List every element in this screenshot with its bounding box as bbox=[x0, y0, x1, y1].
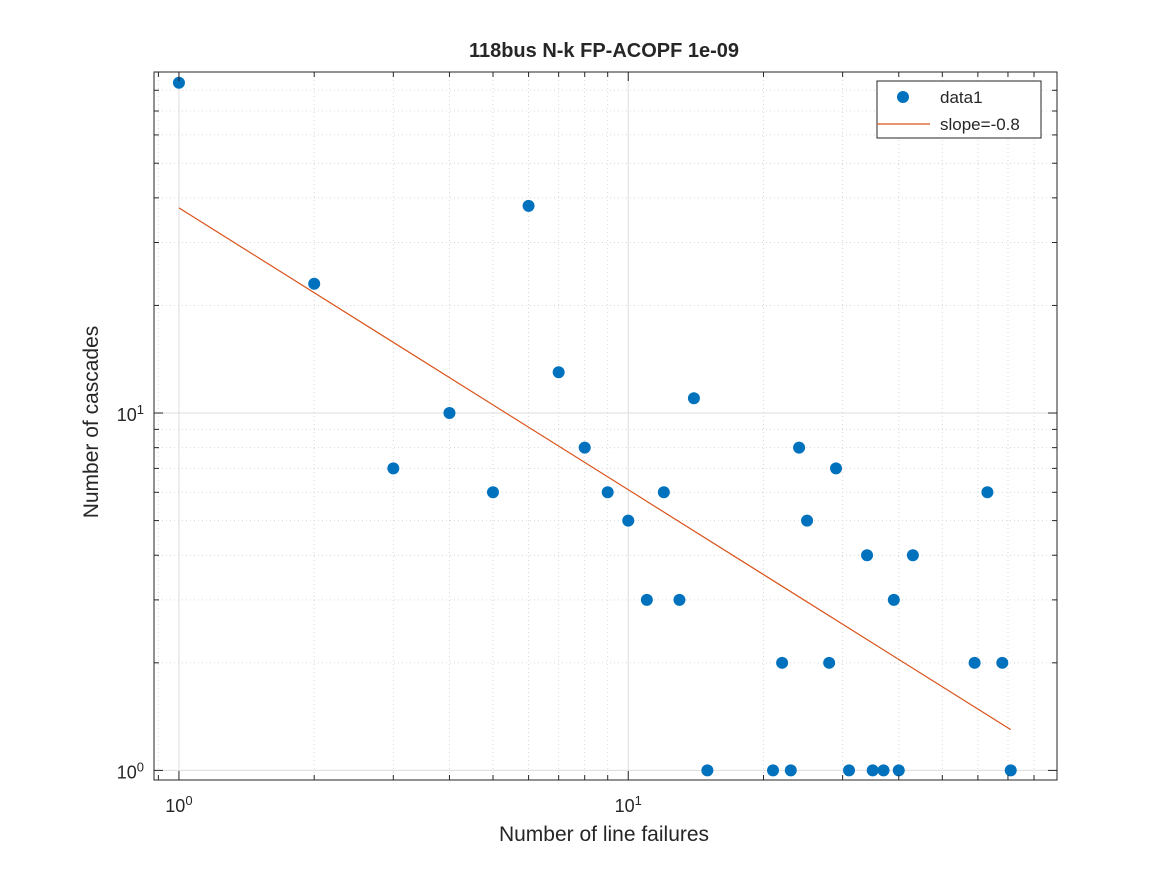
legend-label-data1: data1 bbox=[940, 88, 983, 107]
y-tick-labels: 100 101 bbox=[117, 402, 144, 783]
legend: data1 slope=-0.8 bbox=[876, 80, 1042, 139]
data-point-21 bbox=[830, 462, 843, 475]
data-point-25 bbox=[877, 764, 890, 777]
data-point-29 bbox=[968, 656, 981, 669]
data-point-9 bbox=[622, 514, 635, 527]
data-point-28 bbox=[906, 549, 919, 562]
x-axis-label: Number of line failures bbox=[499, 823, 709, 846]
data-point-5 bbox=[522, 199, 535, 212]
data-point-8 bbox=[601, 486, 614, 499]
data-point-7 bbox=[578, 441, 591, 454]
data-point-14 bbox=[701, 764, 714, 777]
y-tick-label-1: 101 bbox=[117, 402, 144, 426]
x-tick-label-1: 101 bbox=[615, 793, 642, 817]
x-tick-labels: 100 101 bbox=[165, 793, 642, 817]
data-point-22 bbox=[843, 764, 856, 777]
data-point-23 bbox=[861, 549, 874, 562]
data-point-13 bbox=[687, 392, 700, 405]
data-point-16 bbox=[776, 656, 789, 669]
major-grid bbox=[154, 72, 1057, 780]
y-axis-label: Number of cascades bbox=[80, 326, 103, 519]
data-point-31 bbox=[996, 656, 1009, 669]
chart-title: 118bus N-k FP-ACOPF 1e-09 bbox=[469, 40, 739, 62]
axes-box bbox=[153, 71, 1058, 781]
legend-label-slope: slope=-0.8 bbox=[940, 115, 1020, 134]
data-point-1 bbox=[308, 277, 321, 290]
data-point-18 bbox=[793, 441, 806, 454]
plot-area bbox=[154, 72, 1057, 780]
tick-marks bbox=[154, 71, 1058, 780]
fit-line-slope bbox=[178, 207, 1012, 731]
legend-marker-data1 bbox=[897, 91, 909, 103]
data-point-32 bbox=[1004, 764, 1017, 777]
data-point-15 bbox=[767, 764, 780, 777]
data-point-12 bbox=[673, 593, 686, 606]
x-tick-label-0: 100 bbox=[165, 793, 192, 817]
data-point-2 bbox=[387, 462, 400, 475]
data-point-27 bbox=[892, 764, 905, 777]
fit-line-layer bbox=[178, 207, 1012, 731]
y-tick-label-0: 100 bbox=[117, 759, 144, 783]
data-point-17 bbox=[784, 764, 797, 777]
data-point-4 bbox=[486, 486, 499, 499]
legend-box bbox=[876, 80, 1042, 139]
data-point-19 bbox=[801, 514, 814, 527]
data-point-24 bbox=[866, 764, 879, 777]
data-point-0 bbox=[172, 76, 185, 89]
data-point-10 bbox=[640, 593, 653, 606]
data-point-20 bbox=[823, 656, 836, 669]
data-point-3 bbox=[443, 407, 456, 420]
data-point-30 bbox=[981, 486, 994, 499]
data-point-11 bbox=[657, 486, 670, 499]
marker-layer bbox=[172, 76, 1017, 777]
data-point-26 bbox=[887, 593, 900, 606]
data-point-6 bbox=[552, 366, 565, 379]
axes-frame bbox=[153, 71, 1058, 781]
